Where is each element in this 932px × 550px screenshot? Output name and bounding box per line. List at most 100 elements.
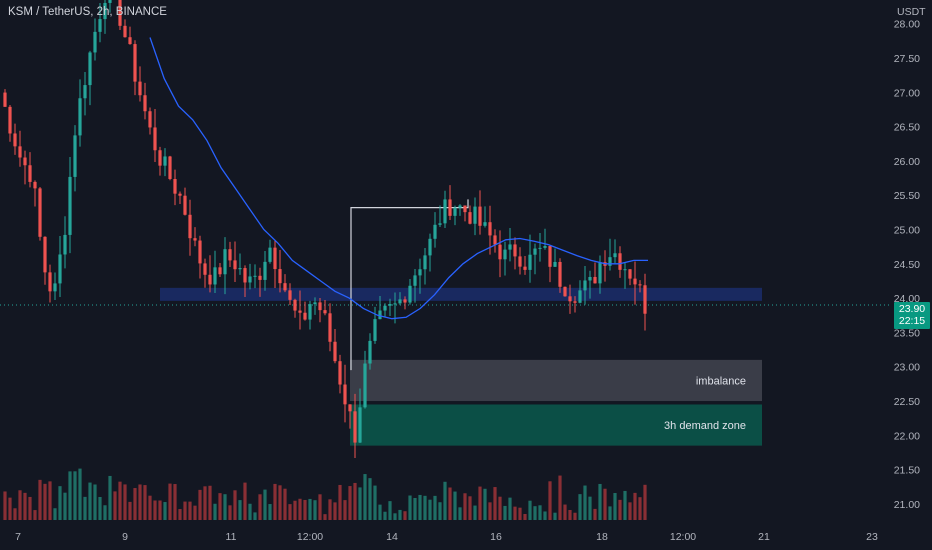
candle-body — [108, 0, 112, 3]
volume-bar — [488, 502, 492, 520]
volume-bar — [443, 481, 447, 520]
candle-body — [543, 246, 547, 248]
time-tick-label: 7 — [15, 531, 21, 543]
volume-bar — [258, 494, 262, 520]
candle-body — [233, 260, 237, 270]
volume-bar — [143, 485, 147, 520]
zone-2[interactable] — [160, 287, 762, 301]
price-tick-label: 26.00 — [894, 156, 920, 168]
candle-body — [453, 207, 457, 216]
volume-bar — [83, 496, 87, 520]
candle-body — [618, 253, 622, 270]
volume-bar — [583, 485, 587, 520]
candle-body — [633, 278, 637, 285]
candle-body — [18, 146, 22, 158]
volume-bar — [588, 496, 592, 520]
price-tick-label: 23.00 — [894, 362, 920, 374]
volume-bar — [228, 505, 232, 520]
volume-bar — [498, 496, 502, 520]
candle-body — [333, 341, 337, 362]
candle-body — [488, 222, 492, 236]
volume-bar — [153, 500, 157, 520]
candle-body — [278, 269, 282, 284]
volume-bar — [118, 481, 122, 520]
range-marker[interactable] — [350, 199, 469, 371]
candle-body — [253, 275, 257, 277]
volume-bar — [288, 504, 292, 520]
candle-body — [188, 214, 192, 239]
volume-bar — [218, 493, 222, 520]
volume-bar — [283, 488, 287, 520]
candle-body — [88, 52, 92, 86]
time-tick-label: 23 — [866, 531, 878, 543]
volume-bar — [333, 502, 337, 520]
volume-bar — [238, 500, 242, 520]
candle-body — [83, 85, 87, 99]
candle-body — [63, 234, 67, 255]
volume-bar — [503, 505, 507, 520]
candle-body — [183, 195, 187, 215]
candle-body — [568, 296, 572, 302]
candle-body — [93, 31, 97, 53]
volume-bar — [223, 494, 227, 520]
candle-body — [538, 247, 542, 249]
candle-body — [498, 244, 502, 260]
candle-body — [68, 176, 72, 235]
volume-bar — [548, 481, 552, 520]
candle-body — [298, 310, 302, 313]
candle-body — [243, 268, 247, 283]
candle-body — [503, 249, 507, 260]
price-tick-label: 25.00 — [894, 225, 920, 237]
volume-bar — [328, 499, 332, 520]
candle-body — [483, 222, 487, 226]
volume-bar — [608, 506, 612, 520]
volume-bar — [93, 484, 97, 520]
volume-bar — [473, 505, 477, 520]
volume-bar — [303, 499, 307, 520]
zone-0[interactable] — [350, 359, 762, 402]
volume-bar — [58, 486, 62, 520]
candle-body — [363, 363, 367, 408]
volume-bar — [638, 497, 642, 520]
candle-body — [213, 267, 217, 285]
volume-bar — [318, 494, 322, 520]
volume-bar — [123, 484, 127, 520]
volume-bar — [158, 500, 162, 520]
volume-bar — [338, 484, 342, 520]
candle-body — [518, 256, 522, 267]
time-tick-label: 21 — [758, 531, 770, 543]
candle-body — [373, 319, 377, 341]
candle-body — [478, 206, 482, 226]
candle-body — [418, 269, 422, 276]
volume-bar — [423, 495, 427, 520]
volume-bar — [13, 508, 17, 520]
symbol-title[interactable]: KSM / TetherUS, 2h, BINANCE — [8, 6, 167, 18]
candle-body — [318, 302, 322, 311]
volume-bar — [428, 499, 432, 520]
volume-bar — [253, 512, 257, 520]
candle-body — [73, 135, 77, 177]
candle-body — [198, 240, 202, 264]
volume-bar — [268, 504, 272, 520]
volume-bar — [508, 497, 512, 520]
volume-bar — [23, 492, 27, 520]
candle-body — [528, 254, 532, 270]
volume-bar — [478, 486, 482, 520]
volume-bar — [448, 487, 452, 520]
volume-bar — [203, 486, 207, 520]
candle-body — [288, 290, 292, 300]
volume-bar — [343, 500, 347, 520]
candle-body — [223, 249, 227, 275]
currency-label: USDT — [897, 6, 926, 18]
candle-body — [358, 407, 362, 443]
volume-bar — [73, 471, 77, 520]
volume-bar — [168, 483, 172, 520]
candle-body — [48, 272, 52, 292]
zone-1[interactable] — [350, 404, 762, 446]
bar-countdown: 22:15 — [898, 315, 926, 327]
volume-bar — [138, 484, 142, 520]
candle-body — [178, 193, 182, 196]
volume-bar — [553, 512, 557, 520]
time-tick-label: 9 — [122, 531, 128, 543]
